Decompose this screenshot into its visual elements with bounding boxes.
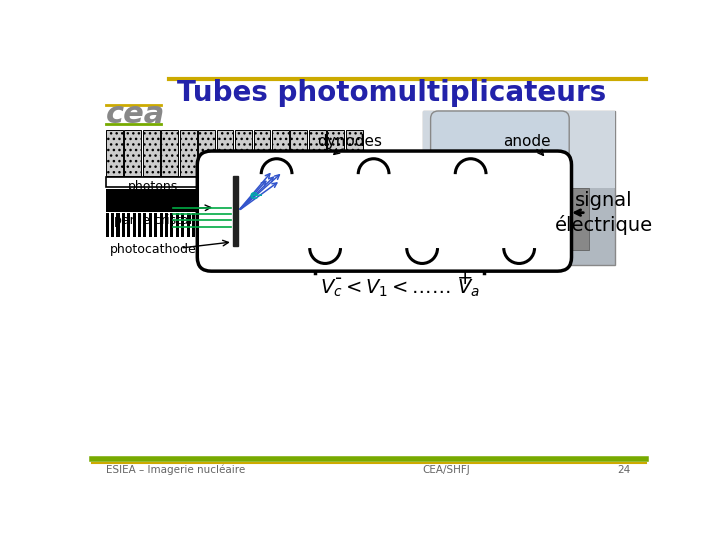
Bar — [310, 213, 314, 237]
Text: +: + — [457, 269, 474, 288]
Bar — [161, 130, 178, 177]
Bar — [111, 213, 114, 237]
Bar — [273, 213, 276, 237]
Bar — [321, 213, 324, 237]
Bar — [471, 188, 492, 249]
Text: $V_c < V_1 < \ldots\ldots\ V_a$: $V_c < V_1 < \ldots\ldots\ V_a$ — [320, 278, 480, 299]
Bar — [171, 213, 174, 237]
Bar — [262, 213, 265, 237]
Bar — [230, 213, 233, 237]
Bar — [267, 213, 271, 237]
Bar — [567, 188, 589, 249]
Bar — [197, 213, 200, 237]
Bar — [106, 189, 363, 212]
Bar — [309, 130, 326, 177]
Text: dynodes: dynodes — [318, 134, 382, 149]
Bar — [256, 213, 260, 237]
Bar — [224, 213, 228, 237]
Bar — [354, 213, 356, 237]
Bar — [179, 130, 197, 177]
Text: anode: anode — [503, 134, 551, 149]
Bar — [343, 213, 346, 237]
Bar — [278, 213, 282, 237]
Bar — [328, 130, 344, 177]
Text: photons
lumineux émis
par le cristal: photons lumineux émis par le cristal — [107, 180, 199, 227]
Bar — [213, 213, 217, 237]
Bar — [235, 130, 252, 177]
Bar — [122, 213, 125, 237]
Bar — [149, 213, 152, 237]
Bar — [359, 213, 362, 237]
Text: CEA/SHFJ: CEA/SHFJ — [422, 465, 470, 475]
Bar — [160, 213, 163, 237]
Text: -: - — [335, 269, 342, 288]
Text: e-: e- — [250, 189, 264, 202]
Bar — [316, 213, 319, 237]
Bar — [208, 213, 211, 237]
Bar — [233, 177, 238, 246]
FancyBboxPatch shape — [197, 151, 572, 271]
Text: cea: cea — [106, 100, 165, 130]
Bar — [198, 130, 215, 177]
Text: ESIEA – Imagerie nucléaire: ESIEA – Imagerie nucléaire — [106, 464, 245, 475]
Bar — [272, 130, 289, 177]
Bar — [240, 213, 243, 237]
Bar — [192, 213, 195, 237]
Bar — [503, 188, 525, 249]
Bar — [294, 213, 297, 237]
Bar — [290, 130, 307, 177]
Bar — [251, 213, 254, 237]
Bar — [246, 213, 249, 237]
Bar — [423, 111, 616, 265]
Bar — [217, 130, 233, 177]
Bar — [235, 213, 238, 237]
Bar — [106, 177, 363, 187]
Bar — [253, 130, 271, 177]
Bar — [219, 213, 222, 237]
Bar — [181, 213, 184, 237]
Bar — [176, 213, 179, 237]
Bar — [438, 188, 460, 249]
Bar — [284, 213, 287, 237]
Bar — [132, 213, 135, 237]
Bar — [348, 213, 351, 237]
Bar — [154, 213, 157, 237]
Bar — [289, 213, 292, 237]
Text: 24: 24 — [618, 465, 631, 475]
Bar — [423, 111, 616, 188]
Bar — [138, 213, 141, 237]
Bar — [143, 213, 146, 237]
Bar — [127, 213, 130, 237]
Bar — [346, 130, 363, 177]
Bar — [143, 130, 160, 177]
Bar — [338, 213, 341, 237]
Bar — [300, 213, 303, 237]
Bar — [124, 130, 141, 177]
Text: photocathode: photocathode — [110, 243, 197, 256]
Bar — [117, 213, 120, 237]
Bar — [106, 130, 122, 177]
Text: signal
électrique: signal électrique — [555, 191, 653, 234]
Text: *: * — [226, 186, 242, 215]
Text: Tubes photomultiplicateurs: Tubes photomultiplicateurs — [177, 79, 607, 107]
Bar — [332, 213, 335, 237]
Bar — [106, 213, 109, 237]
Bar — [165, 213, 168, 237]
Bar — [203, 213, 206, 237]
Bar — [327, 213, 330, 237]
FancyBboxPatch shape — [431, 111, 570, 204]
Bar — [305, 213, 308, 237]
Bar — [186, 213, 189, 237]
Bar — [535, 188, 557, 249]
